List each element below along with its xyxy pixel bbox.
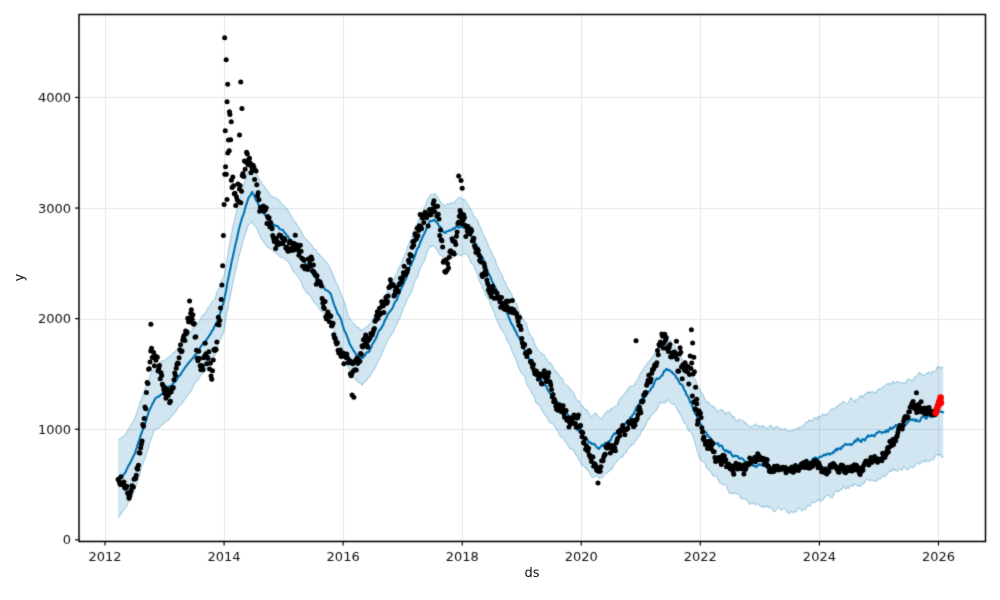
y-axis-label: y (12, 273, 28, 282)
x-axis-label: ds (524, 566, 540, 581)
